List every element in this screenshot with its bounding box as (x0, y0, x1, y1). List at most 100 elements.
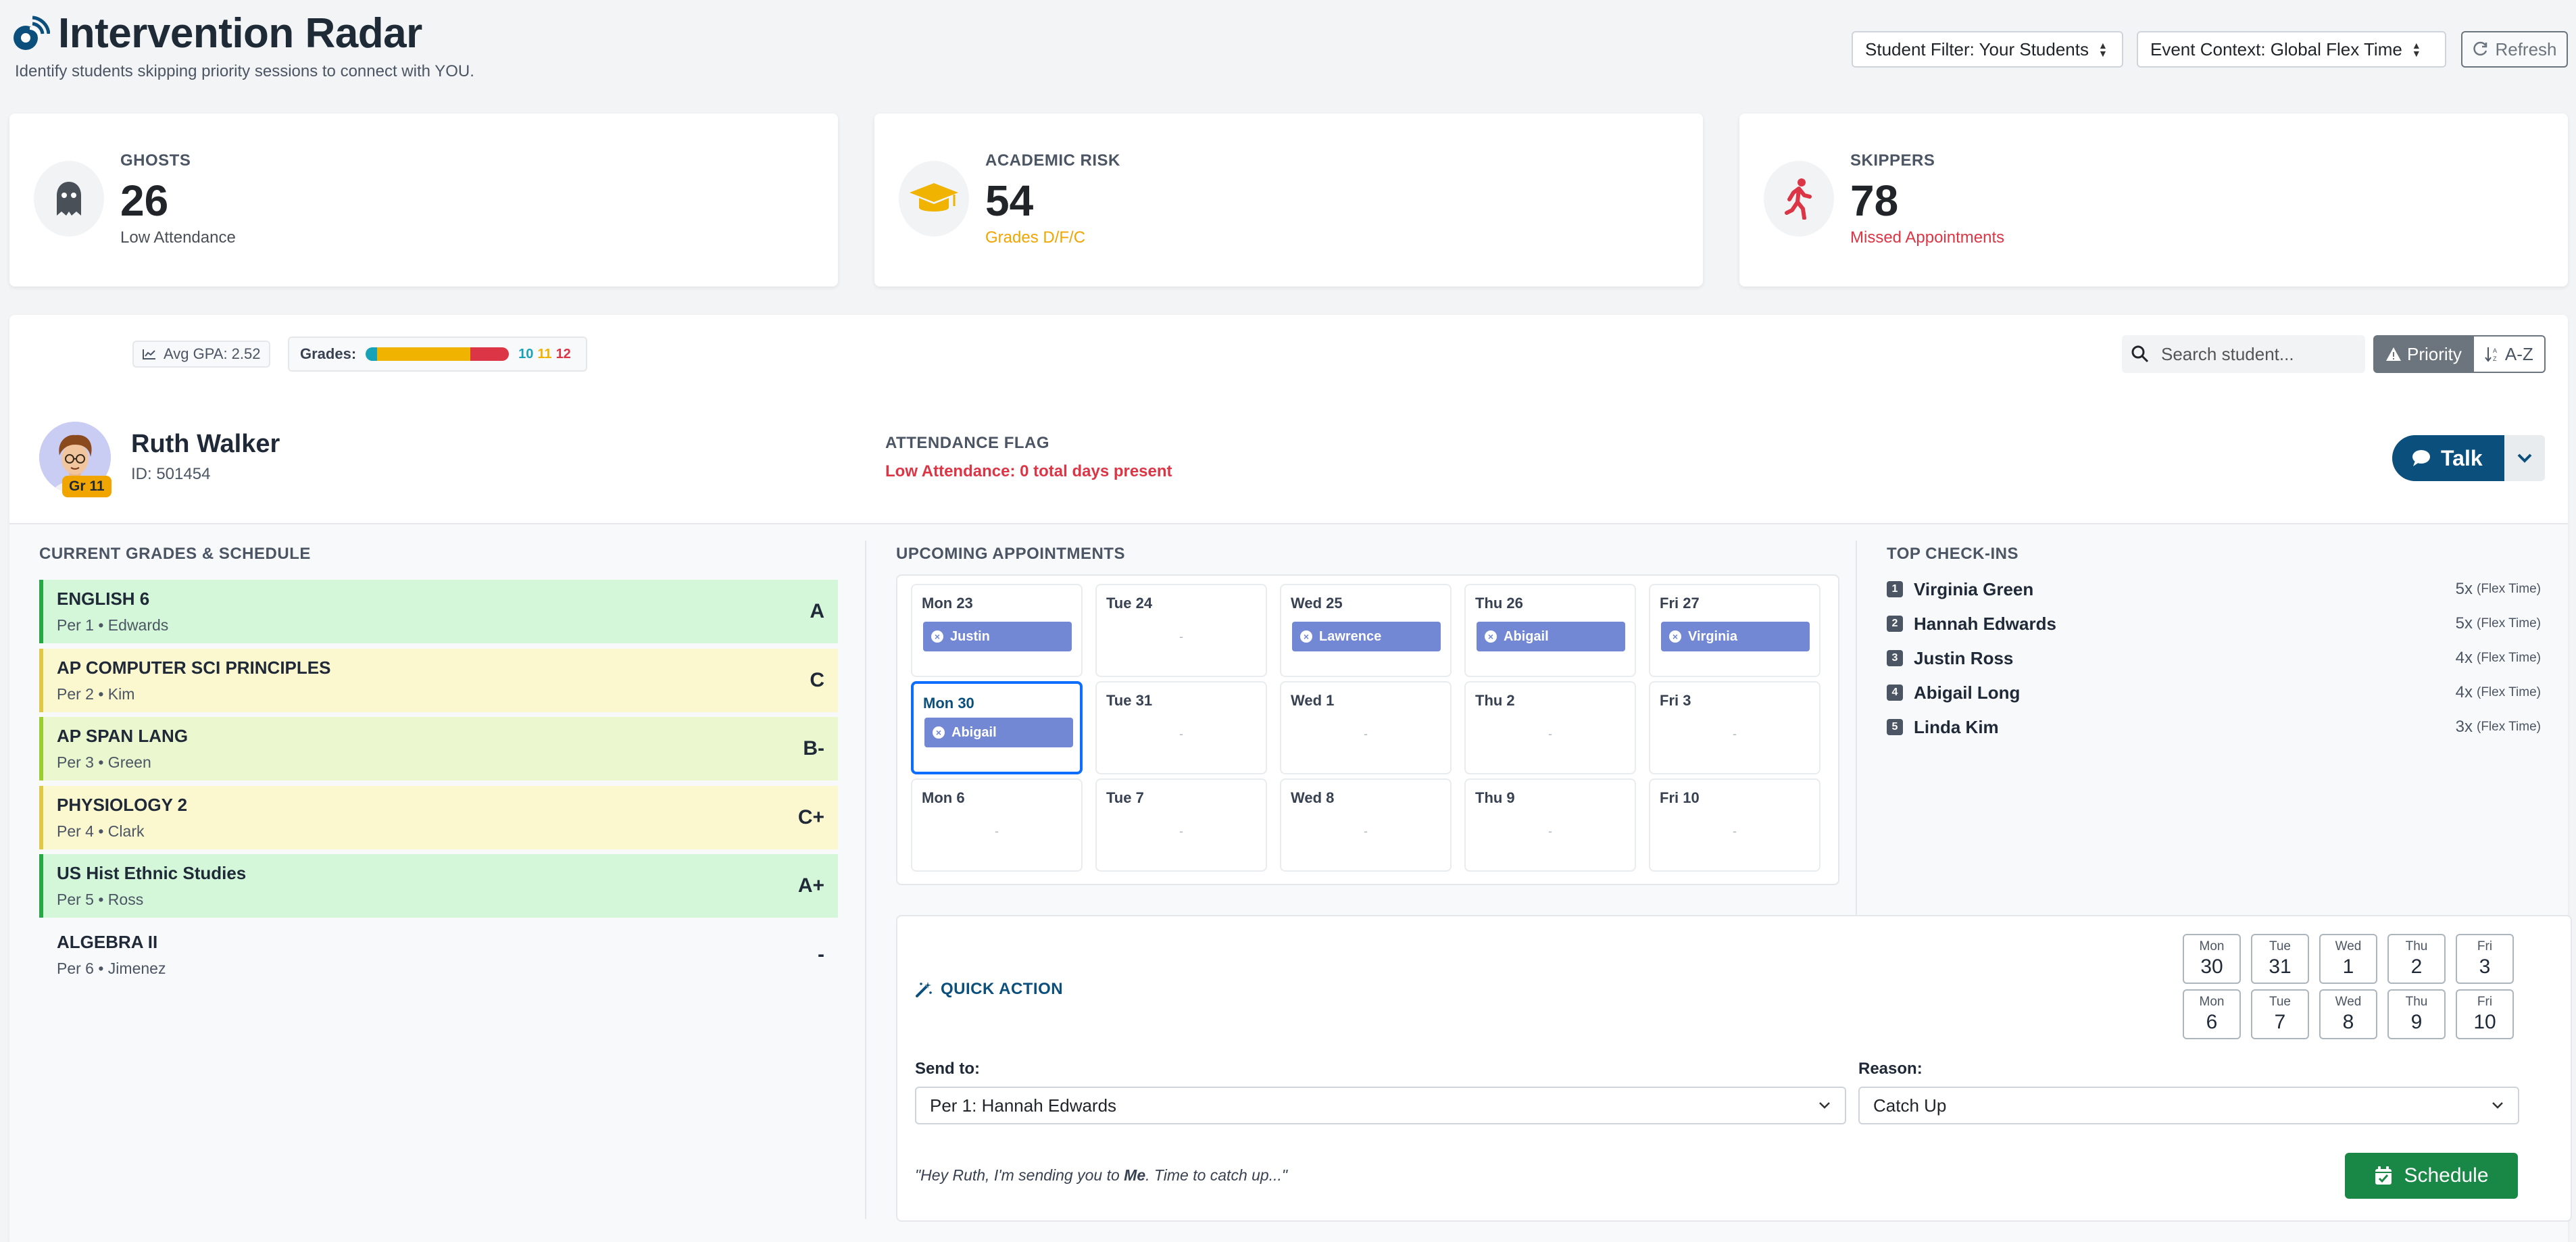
calendar-day[interactable]: Tue 31 - (1095, 681, 1267, 774)
date-option-button[interactable]: Thu 9 (2387, 989, 2446, 1039)
event-context-select[interactable]: Event Context: Global Flex Time ▲ ▼ (2137, 31, 2446, 68)
calendar-day[interactable]: Mon 30 × Abigail (911, 681, 1083, 774)
calendar-day[interactable]: Thu 26 × Abigail (1464, 584, 1636, 677)
date-weekday: Thu (2405, 939, 2428, 953)
checkin-row[interactable]: 3 Justin Ross 4x (Flex Time) (1887, 643, 2541, 673)
calendar-day[interactable]: Tue 7 - (1095, 778, 1267, 872)
checkin-student-name: Hannah Edwards (1914, 613, 2056, 634)
calendar-day-label: Tue 31 (1106, 692, 1153, 709)
calendar-day[interactable]: Tue 24 - (1095, 584, 1267, 677)
refresh-button[interactable]: Refresh (2461, 31, 2568, 68)
talk-button[interactable]: Talk (2392, 435, 2503, 481)
course-row[interactable]: ALGEBRA II Per 6 • Jimenez - (39, 923, 838, 987)
date-option-button[interactable]: Fri 10 (2456, 989, 2514, 1039)
appointment-chip[interactable]: × Abigail (1477, 622, 1625, 651)
calendar-day-label: Fri 3 (1660, 692, 1691, 709)
course-grade: - (818, 943, 824, 966)
grade-distribution-legend: 10 11 12 (518, 347, 575, 362)
course-name: PHYSIOLOGY 2 (57, 794, 188, 815)
calendar-day[interactable]: Wed 8 - (1280, 778, 1452, 872)
date-option-button[interactable]: Wed 8 (2319, 989, 2377, 1039)
schedule-button[interactable]: Schedule (2345, 1153, 2518, 1199)
svg-text:A: A (2493, 347, 2497, 354)
svg-text:Z: Z (2493, 355, 2497, 362)
course-row[interactable]: PHYSIOLOGY 2 Per 4 • Clark C+ (39, 785, 838, 849)
student-id: ID: 501454 (131, 465, 211, 483)
calendar-day[interactable]: Mon 23 × Justin (911, 584, 1083, 677)
remove-icon[interactable]: × (1485, 630, 1497, 643)
checkin-row[interactable]: 4 Abigail Long 4x (Flex Time) (1887, 678, 2541, 707)
course-row[interactable]: US Hist Ethnic Studies Per 5 • Ross A+ (39, 854, 838, 918)
checkin-rank-badge: 4 (1887, 685, 1903, 701)
student-filter-select[interactable]: Student Filter: Your Students ▲ ▼ (1852, 31, 2123, 68)
select-arrows-icon: ▲ ▼ (2411, 40, 2421, 59)
stat-label: SKIPPERS (1850, 151, 1935, 170)
calendar-day-label: Thu 26 (1475, 595, 1523, 612)
date-option-button[interactable]: Tue 7 (2251, 989, 2309, 1039)
calendar-day[interactable]: Mon 6 - (911, 778, 1083, 872)
appointment-chip[interactable]: × Justin (923, 622, 1072, 651)
checkin-row[interactable]: 1 Virginia Green 5x (Flex Time) (1887, 574, 2541, 604)
checkin-context: (Flex Time) (2477, 582, 2541, 596)
remove-icon[interactable]: × (933, 726, 945, 739)
checkin-row[interactable]: 2 Hannah Edwards 5x (Flex Time) (1887, 609, 2541, 639)
sort-priority-button[interactable]: Priority (2373, 335, 2474, 373)
course-row[interactable]: AP COMPUTER SCI PRINCIPLES Per 2 • Kim C (39, 648, 838, 712)
course-period-teacher: Per 1 • Edwards (57, 616, 169, 634)
empty-day-marker: - (995, 824, 999, 838)
sort-alpha-icon: A Z (2485, 347, 2497, 362)
stat-subtext: Missed Appointments (1850, 228, 2005, 247)
appointment-chip[interactable]: × Virginia (1661, 622, 1810, 651)
course-period-teacher: Per 3 • Green (57, 753, 151, 771)
course-name: AP SPAN LANG (57, 726, 189, 746)
stat-card-academic-risk[interactable]: ACADEMIC RISK 54 Grades D/F/C (874, 114, 1703, 287)
appointment-student-name: Justin (950, 628, 990, 644)
student-filter-value: Student Filter: Your Students (1865, 39, 2089, 59)
calendar-day[interactable]: Thu 2 - (1464, 681, 1636, 774)
chevron-down-icon (2517, 453, 2532, 463)
grades-label: Grades: (300, 345, 357, 362)
search-input[interactable] (2161, 343, 2350, 365)
stat-value: 26 (120, 176, 169, 225)
remove-icon[interactable]: × (1669, 630, 1681, 643)
course-row[interactable]: ENGLISH 6 Per 1 • Edwards A (39, 580, 838, 643)
date-weekday: Mon (2199, 995, 2225, 1009)
message-preview: "Hey Ruth, I'm sending you to Me. Time t… (915, 1166, 1287, 1185)
course-period-teacher: Per 4 • Clark (57, 822, 145, 840)
calendar-day-label: Wed 1 (1291, 692, 1335, 709)
checkin-row[interactable]: 5 Linda Kim 3x (Flex Time) (1887, 712, 2541, 742)
attendance-flag-text: Low Attendance: 0 total days present (885, 462, 1172, 480)
appointments-section-title: UPCOMING APPOINTMENTS (896, 545, 1125, 563)
date-option-button[interactable]: Mon 6 (2183, 989, 2241, 1039)
stat-subtext: Grades D/F/C (985, 228, 1086, 247)
remove-icon[interactable]: × (931, 630, 943, 643)
remove-icon[interactable]: × (1300, 630, 1312, 643)
sort-az-button[interactable]: A Z A-Z (2473, 335, 2546, 373)
send-to-select[interactable]: Per 1: Hannah Edwards (915, 1087, 1846, 1124)
reason-select[interactable]: Catch Up (1858, 1087, 2519, 1124)
date-option-button[interactable]: Thu 2 (2387, 934, 2446, 984)
checkin-context: (Flex Time) (2477, 685, 2541, 699)
calendar-day[interactable]: Wed 1 - (1280, 681, 1452, 774)
appointment-chip[interactable]: × Abigail (924, 718, 1073, 747)
calendar-day[interactable]: Wed 25 × Lawrence (1280, 584, 1452, 677)
calendar-day[interactable]: Thu 9 - (1464, 778, 1636, 872)
calendar-day[interactable]: Fri 27 × Virginia (1649, 584, 1820, 677)
stat-card-ghosts[interactable]: GHOSTS 26 Low Attendance (9, 114, 838, 287)
date-option-button[interactable]: Wed 1 (2319, 934, 2377, 984)
calendar-day[interactable]: Fri 10 - (1649, 778, 1820, 872)
stat-card-skippers[interactable]: SKIPPERS 78 Missed Appointments (1739, 114, 2568, 287)
sort-az-label: A-Z (2504, 343, 2533, 364)
date-option-button[interactable]: Fri 3 (2456, 934, 2514, 984)
course-row[interactable]: AP SPAN LANG Per 3 • Green B- (39, 717, 838, 780)
grades-section-title: CURRENT GRADES & SCHEDULE (39, 545, 311, 563)
checkin-context: (Flex Time) (2477, 651, 2541, 665)
calendar-day[interactable]: Fri 3 - (1649, 681, 1820, 774)
date-number: 2 (2410, 955, 2423, 978)
talk-options-toggle[interactable] (2502, 435, 2545, 481)
appointment-chip[interactable]: × Lawrence (1292, 622, 1441, 651)
course-grade: A (810, 600, 824, 622)
date-option-button[interactable]: Tue 31 (2251, 934, 2309, 984)
student-search[interactable] (2122, 335, 2365, 373)
date-option-button[interactable]: Mon 30 (2183, 934, 2241, 984)
